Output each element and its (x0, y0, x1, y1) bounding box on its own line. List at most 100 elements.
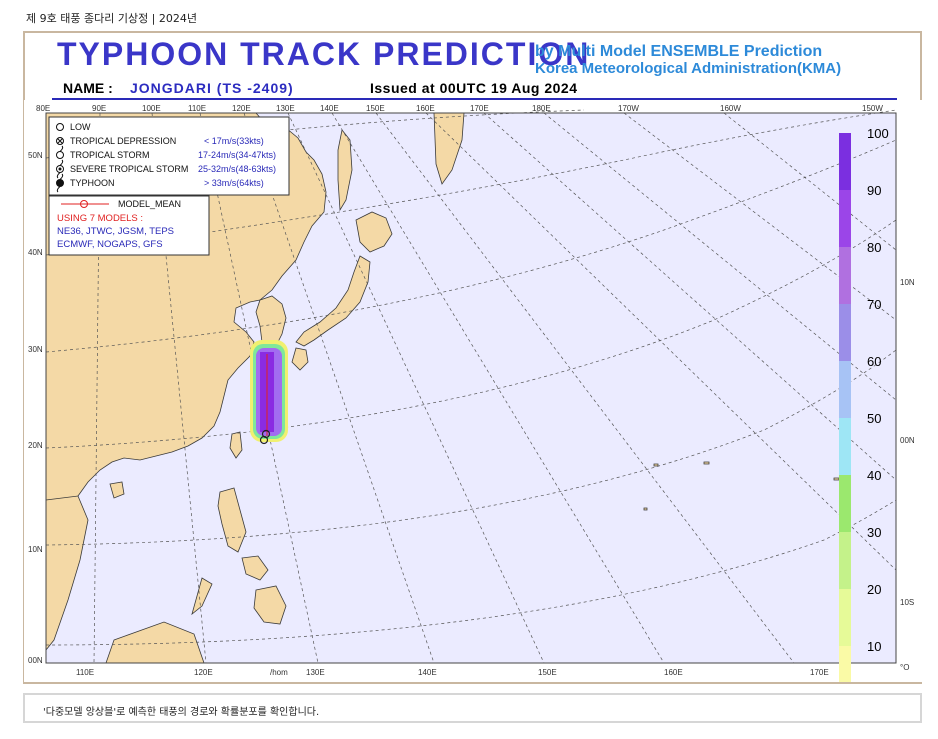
palawan (191, 577, 213, 616)
scale-label: 40 (867, 468, 881, 483)
legend-threshold-sts: 25-32m/s(48-63kts) (198, 164, 276, 174)
scale-label: 30 (867, 525, 881, 540)
tropical-storm-symbol (56, 145, 64, 159)
storm-name: JONGDARI (TS -2409) (130, 80, 294, 96)
lon-label: /hom (270, 668, 288, 677)
typhoon-map: 80E 90E 100E 110E 120E 130E 140E 150E 16… (24, 100, 922, 682)
scale-label: 60 (867, 354, 881, 369)
chart-title: TYPHOON TRACK PREDICTION (57, 36, 591, 72)
visayas (241, 555, 269, 581)
top-longitude-labels: 80E 90E 100E 110E 120E 130E 140E 150E 16… (36, 104, 883, 113)
typhoon-symbol (56, 173, 64, 193)
model-mean-marker (80, 200, 88, 208)
legend-threshold-ts: 17-24m/s(34-47kts) (198, 150, 276, 160)
lon-label: 150E (538, 668, 557, 677)
lon-label: 170E (810, 668, 829, 677)
hainan (109, 481, 125, 499)
legend-label-sts: SEVERE TROPICAL STORM (70, 164, 188, 174)
legend-threshold-td: < 17m/s(33kts) (204, 136, 264, 146)
honshu (295, 255, 371, 347)
scale-band (839, 361, 851, 418)
legend-label-td: TROPICAL DEPRESSION (70, 136, 176, 146)
footer-note-box: '다중모델 앙상블'로 예측한 태풍의 경로와 확률분포를 확인합니다. (23, 693, 922, 723)
scale-band (839, 475, 851, 532)
lon-label: 160E (416, 104, 435, 113)
lat-label: 00N (900, 436, 915, 445)
intensity-legend: LOW TROPICAL DEPRESSION < 17m/s(33kts) T… (48, 116, 290, 196)
kyushu (291, 347, 309, 371)
storm-position-symbol (259, 429, 271, 445)
lon-label: 170W (618, 104, 639, 113)
mindanao (253, 585, 287, 625)
lon-label: 140E (320, 104, 339, 113)
lon-label: 150W (862, 104, 883, 113)
indochina (45, 495, 89, 652)
lon-label: 120E (194, 668, 213, 677)
borneo (105, 621, 205, 664)
right-latitude-labels: 10N 00N 10S °O (900, 278, 915, 672)
lon-label: 100E (142, 104, 161, 113)
title-block: TYPHOON TRACK PREDICTION by Multi Model … (45, 34, 896, 100)
taiwan (229, 431, 243, 459)
scale-label: 100 (867, 126, 889, 141)
scale-label: 90 (867, 183, 881, 198)
lon-label: 150E (366, 104, 385, 113)
model-legend-box (48, 195, 210, 256)
scale-band (839, 133, 851, 190)
legend-label-ts: TROPICAL STORM (70, 150, 150, 160)
scale-band (839, 190, 851, 247)
lon-label: 130E (276, 104, 295, 113)
scale-label: 70 (867, 297, 881, 312)
page-caption: 제 9호 태풍 종다리 기상정 | 2024년 (26, 12, 197, 25)
lat-label: 40N (28, 248, 43, 257)
models-line-2: ECMWF, NOGAPS, GFS (57, 239, 163, 250)
lat-label: 20N (28, 441, 43, 450)
map-border (45, 112, 897, 664)
hokkaido (355, 211, 393, 253)
scale-band (839, 304, 851, 361)
lon-label: 130E (306, 668, 325, 677)
lon-label: 120E (232, 104, 251, 113)
bottom-longitude-labels: 110E 120E /hom 130E 140E 150E 160E 170E (76, 668, 829, 677)
legend-box (48, 116, 290, 196)
scale-band (839, 418, 851, 475)
model-mean-label: MODEL_MEAN (118, 199, 181, 209)
scale-band (839, 247, 851, 304)
lon-label: 160W (720, 104, 741, 113)
lat-label: 50N (28, 151, 43, 160)
sakhalin (337, 129, 353, 212)
scale-label: 80 (867, 240, 881, 255)
track-probability-swath (250, 340, 288, 445)
lat-label: 10N (900, 278, 915, 287)
scale-band (839, 532, 851, 589)
models-line-1: NE36, JTWC, JGSM, TEPS (57, 226, 174, 237)
models-heading: USING 7 MODELS : (57, 213, 143, 224)
lon-label: 170E (470, 104, 489, 113)
title-divider (52, 98, 897, 100)
lat-label: 00N (28, 656, 43, 665)
low-symbol (56, 123, 64, 131)
left-latitude-labels: 50N 40N 30N 20N 10N 00N (28, 151, 43, 665)
lon-label: 80E (36, 104, 50, 113)
tropical-depression-symbol (56, 137, 64, 145)
legend-label-typhoon: TYPHOON (70, 178, 115, 188)
lon-label: 90E (92, 104, 106, 113)
scale-label: 50 (867, 411, 881, 426)
storm-name-label: NAME : (63, 80, 113, 96)
lat-label: 10N (28, 545, 43, 554)
chart-subtitle-agency: Korea Meteorological Administration(KMA) (535, 60, 842, 77)
footer-note: '다중모델 앙상블'로 예측한 태풍의 경로와 확률분포를 확인합니다. (43, 707, 320, 718)
scale-label: 10 (867, 639, 881, 654)
severe-tropical-storm-symbol (56, 159, 64, 179)
lat-label: 30N (28, 345, 43, 354)
legend-threshold-typhoon: > 33m/s(64kts) (204, 178, 264, 188)
probability-scale: 100 90 80 70 60 50 40 30 20 10 (839, 126, 889, 682)
chart-subtitle-ensemble: by Multi Model ENSEMBLE Prediction (535, 43, 823, 60)
lat-label: °O (900, 663, 909, 672)
lon-label: 110E (188, 104, 206, 113)
lon-label: 110E (76, 668, 94, 677)
lon-label: 140E (418, 668, 437, 677)
lat-label: 10S (900, 598, 914, 607)
lon-label: 160E (664, 668, 683, 677)
luzon (217, 487, 247, 553)
